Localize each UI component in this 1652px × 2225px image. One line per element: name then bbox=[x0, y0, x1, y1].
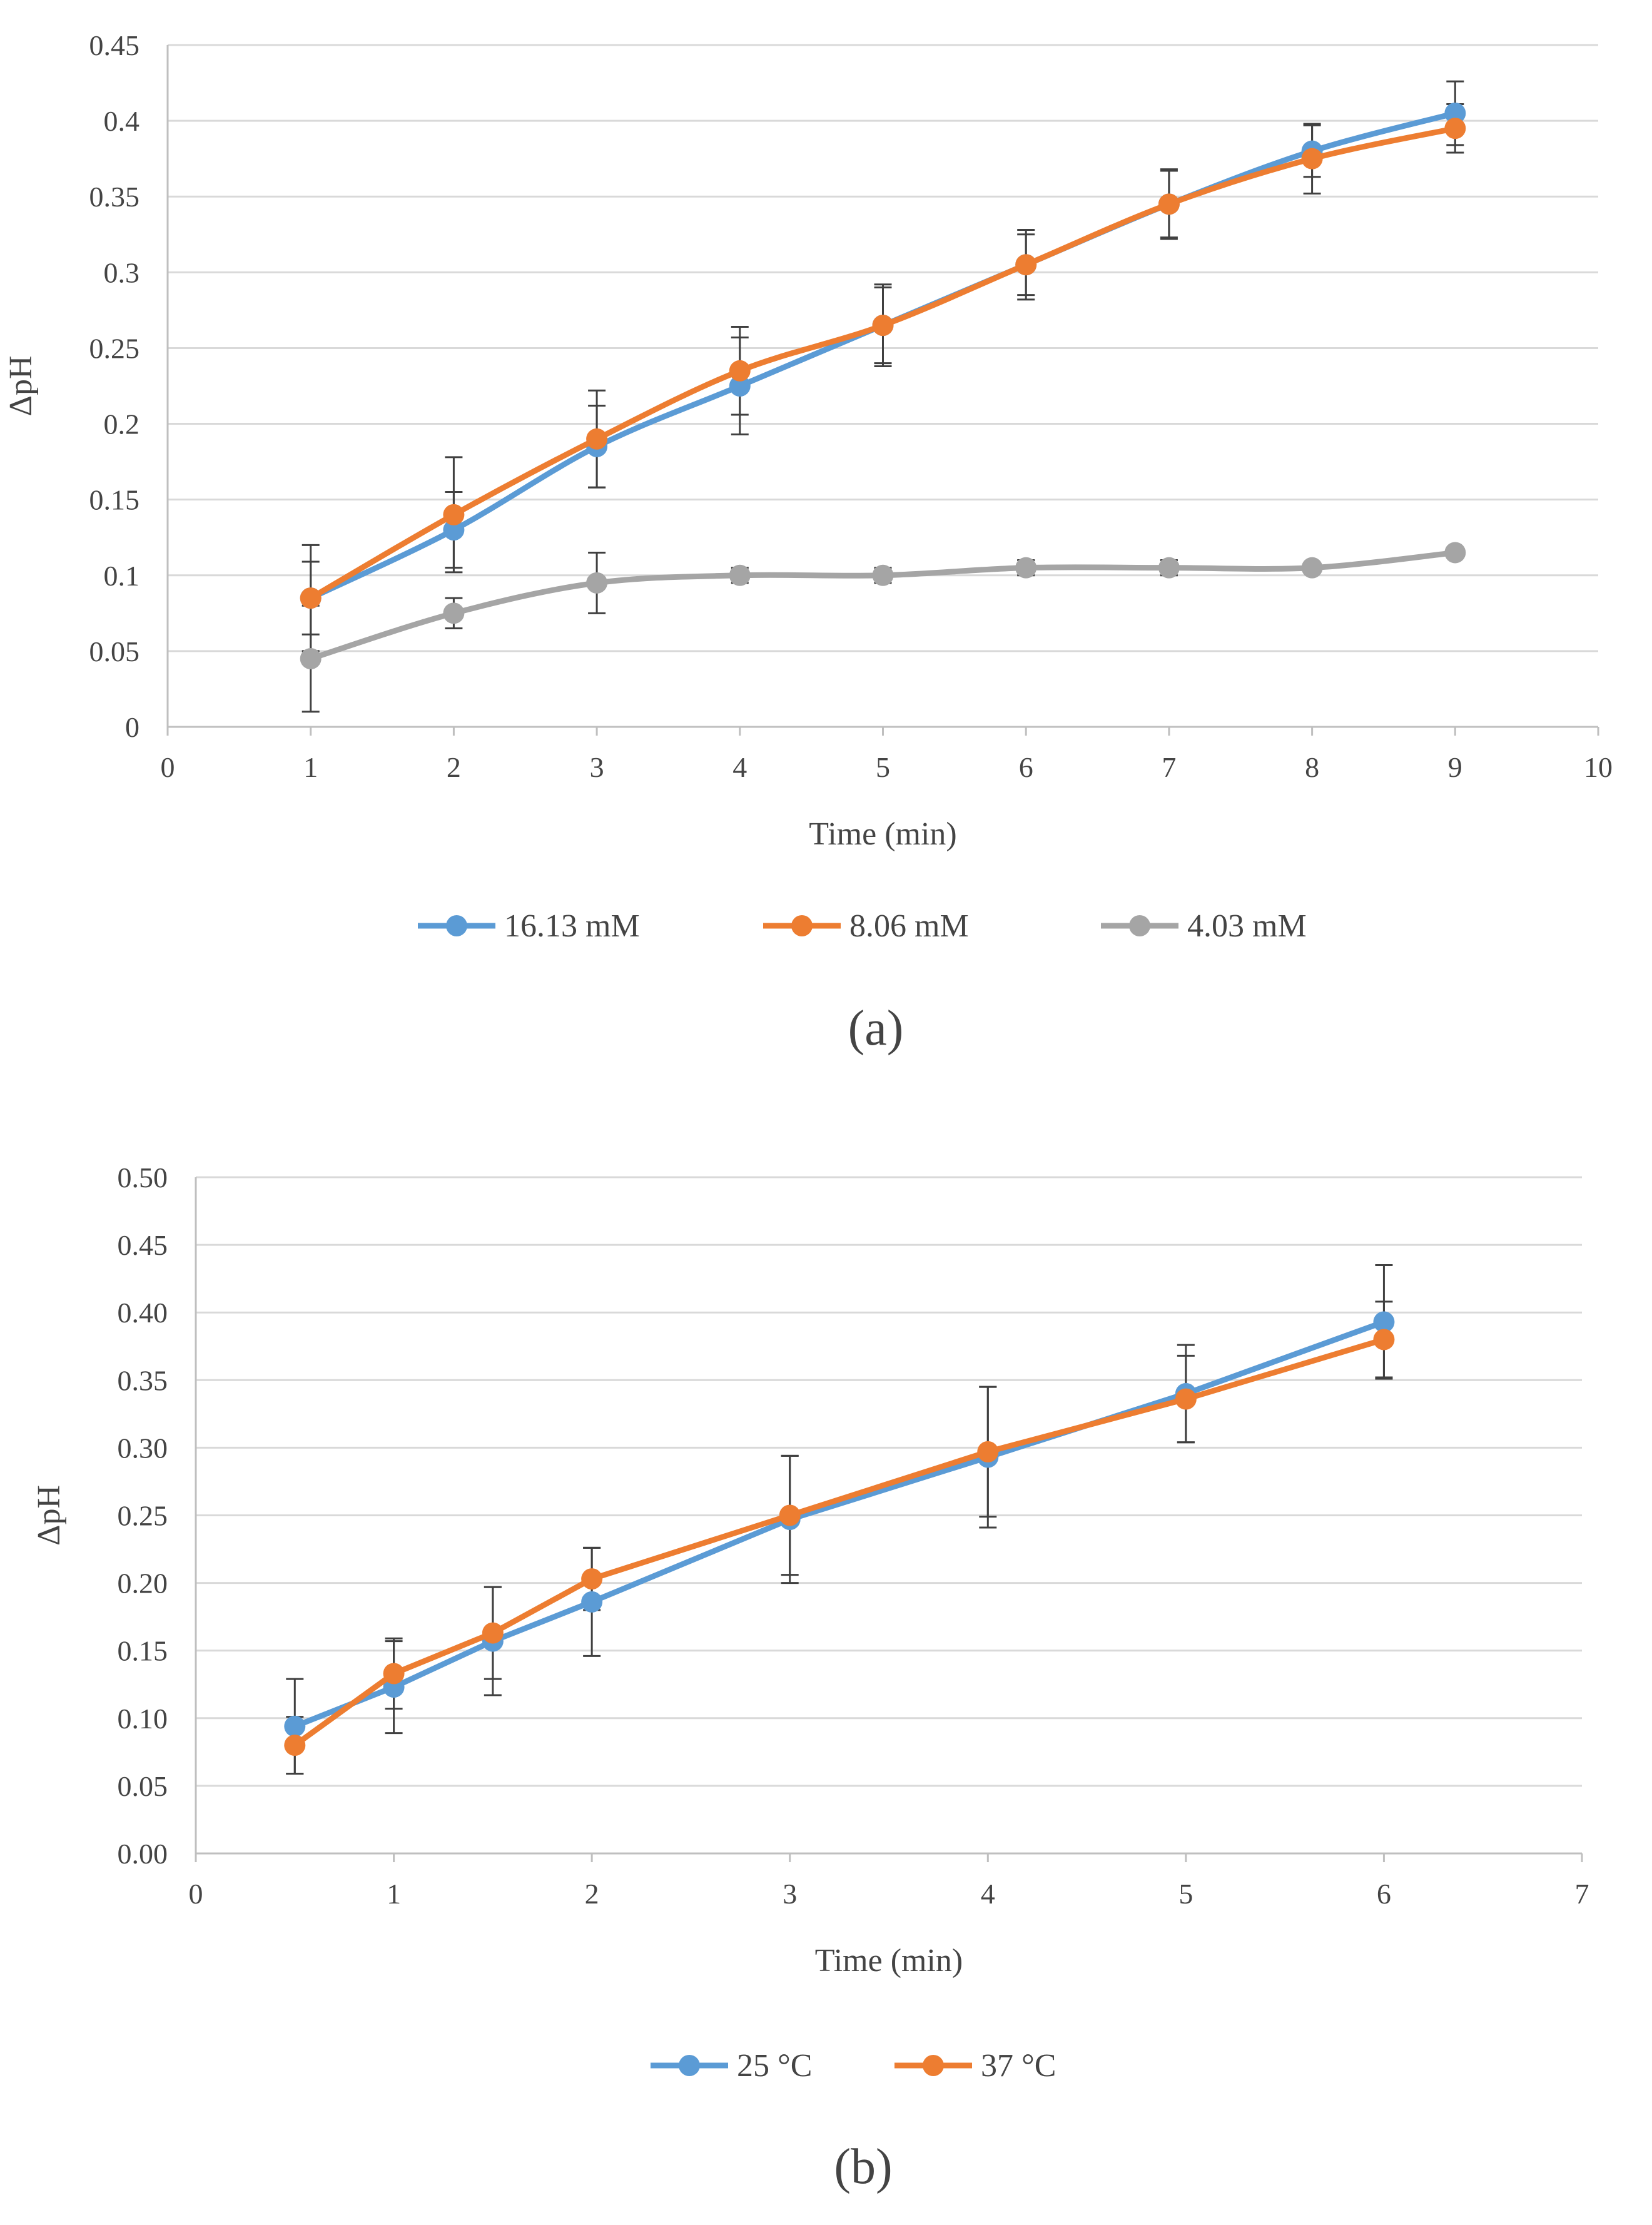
y-tick-label: 0 bbox=[125, 711, 139, 743]
x-tick-label: 2 bbox=[585, 1878, 599, 1910]
legend-label: 16.13 mM bbox=[504, 908, 640, 944]
y-tick-label: 0.45 bbox=[118, 1229, 168, 1261]
x-tick-label: 8 bbox=[1305, 751, 1319, 783]
data-point bbox=[872, 315, 894, 337]
x-tick-label: 1 bbox=[387, 1878, 401, 1910]
data-point bbox=[284, 1735, 306, 1756]
x-tick-label: 1 bbox=[303, 751, 318, 783]
x-tick-label: 5 bbox=[876, 751, 890, 783]
y-tick-label: 0.30 bbox=[118, 1432, 168, 1464]
y-tick-label: 0.15 bbox=[118, 1635, 168, 1667]
y-tick-label: 0.4 bbox=[104, 105, 140, 137]
data-point bbox=[1444, 118, 1466, 139]
legend-marker bbox=[923, 2055, 944, 2076]
data-point bbox=[1444, 542, 1466, 564]
data-point bbox=[1158, 557, 1180, 579]
y-tick-label: 0.40 bbox=[118, 1297, 168, 1329]
x-tick-label: 6 bbox=[1019, 751, 1033, 783]
x-tick-label: 7 bbox=[1575, 1878, 1589, 1910]
x-tick-label: 3 bbox=[590, 751, 604, 783]
y-tick-label: 0.35 bbox=[118, 1364, 168, 1396]
data-point bbox=[779, 1504, 801, 1526]
data-point bbox=[284, 1715, 306, 1737]
x-tick-label: 0 bbox=[189, 1878, 203, 1910]
data-point bbox=[1301, 148, 1323, 170]
x-axis-title: Time (min) bbox=[815, 1943, 963, 1979]
data-point bbox=[300, 587, 322, 609]
data-point bbox=[729, 375, 751, 397]
y-tick-label: 0.05 bbox=[89, 636, 140, 667]
y-tick-label: 0.2 bbox=[104, 408, 140, 440]
x-tick-label: 5 bbox=[1178, 1878, 1193, 1910]
y-tick-label: 0.00 bbox=[118, 1838, 168, 1870]
data-point bbox=[300, 648, 322, 669]
data-point bbox=[1301, 557, 1323, 579]
data-point bbox=[443, 519, 465, 541]
data-point bbox=[383, 1663, 405, 1685]
data-point bbox=[443, 504, 465, 525]
y-axis-title: ΔpH bbox=[31, 1485, 67, 1546]
data-point bbox=[586, 428, 608, 450]
legend-label: 8.06 mM bbox=[849, 908, 969, 944]
data-point bbox=[977, 1441, 999, 1462]
data-point bbox=[729, 564, 751, 586]
data-point bbox=[1158, 193, 1180, 215]
legend-marker bbox=[791, 915, 813, 936]
x-tick-label: 0 bbox=[161, 751, 175, 783]
data-point bbox=[1373, 1329, 1395, 1351]
y-tick-label: 0.15 bbox=[89, 484, 140, 516]
data-point bbox=[586, 572, 608, 594]
data-point bbox=[1015, 557, 1037, 579]
panel-caption: (b) bbox=[834, 2139, 892, 2194]
legend-label: 37 °C bbox=[981, 2048, 1056, 2084]
x-axis-title: Time (min) bbox=[809, 816, 956, 852]
x-tick-label: 4 bbox=[981, 1878, 995, 1910]
legend-marker bbox=[679, 2055, 700, 2076]
legend-marker bbox=[1129, 915, 1150, 936]
x-tick-label: 2 bbox=[447, 751, 461, 783]
data-point bbox=[872, 564, 894, 586]
x-tick-label: 10 bbox=[1584, 751, 1613, 783]
x-tick-label: 3 bbox=[783, 1878, 797, 1910]
x-tick-label: 6 bbox=[1377, 1878, 1391, 1910]
x-tick-label: 9 bbox=[1448, 751, 1462, 783]
data-point bbox=[581, 1591, 603, 1613]
y-tick-label: 0.50 bbox=[118, 1162, 168, 1194]
legend-label: 4.03 mM bbox=[1187, 908, 1307, 944]
series-line bbox=[291, 1319, 1387, 1730]
data-point bbox=[1015, 254, 1037, 276]
x-tick-label: 4 bbox=[732, 751, 747, 783]
y-tick-label: 0.45 bbox=[89, 29, 140, 61]
y-tick-label: 0.3 bbox=[104, 256, 140, 288]
chart-panel-a: 0 0.05 0.1 0.15 0.2 0.25 0.3 0.35 0.4 0.45 0 1 2 3 4 5 6… bbox=[3, 29, 1613, 1056]
legend-marker bbox=[446, 915, 467, 936]
legend-label: 25 °C bbox=[737, 2048, 812, 2084]
y-tick-label: 0.25 bbox=[118, 1500, 168, 1532]
y-axis-title: ΔpH bbox=[3, 356, 39, 417]
panel-caption: (a) bbox=[848, 1001, 904, 1056]
chart-panel-b: 0.00 0.05 0.10 0.15 0.20 0.25 0.30 0.35 0.40 0.45… bbox=[31, 1162, 1589, 2194]
y-tick-label: 0.20 bbox=[118, 1568, 168, 1599]
y-tick-label: 0.10 bbox=[118, 1703, 168, 1735]
data-point bbox=[729, 360, 751, 382]
y-tick-label: 0.35 bbox=[89, 181, 140, 213]
x-tick-label: 7 bbox=[1162, 751, 1176, 783]
data-point bbox=[1373, 1311, 1395, 1333]
data-point bbox=[1175, 1388, 1197, 1410]
data-point bbox=[581, 1568, 603, 1590]
y-tick-label: 0.1 bbox=[104, 560, 140, 592]
data-point bbox=[482, 1622, 504, 1644]
y-tick-label: 0.05 bbox=[118, 1770, 168, 1802]
series-line bbox=[291, 1336, 1387, 1748]
data-point bbox=[443, 602, 465, 624]
y-tick-label: 0.25 bbox=[89, 332, 140, 364]
data-point bbox=[1444, 103, 1466, 124]
